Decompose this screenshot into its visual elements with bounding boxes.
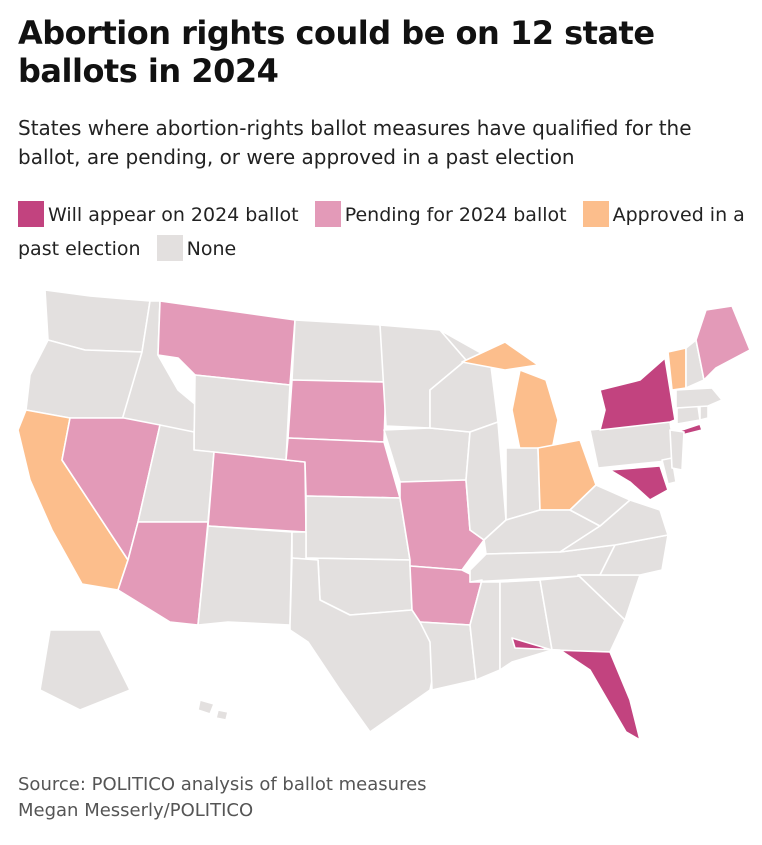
legend-item-approved: Approved in a past election	[18, 201, 745, 260]
state-west-virginia	[569, 484, 631, 527]
state-wyoming	[193, 374, 291, 461]
state-iowa	[383, 427, 471, 483]
state-new-mexico	[197, 525, 293, 626]
state-massachusetts	[675, 387, 723, 409]
legend: Will appear on 2024 ballot Pending for 2…	[18, 198, 748, 266]
state-oregon	[25, 339, 143, 419]
state-indiana	[505, 447, 541, 521]
state-new-jersey	[669, 429, 685, 471]
map-states	[17, 289, 751, 741]
legend-item-none: None	[156, 235, 237, 261]
state-north-dakota	[291, 319, 387, 383]
state-connecticut	[676, 405, 701, 425]
state-montana	[157, 300, 296, 386]
state-texas	[289, 557, 441, 733]
state-maine	[695, 305, 751, 381]
chart-title: Abortion rights could be on 12 state bal…	[18, 14, 655, 90]
state-rhode-island	[699, 405, 709, 421]
legend-item-pending: Pending for 2024 ballot	[314, 201, 567, 227]
state-south-dakota	[287, 379, 387, 443]
legend-label-will-appear: Will appear on 2024 ballot	[48, 204, 299, 226]
state-louisiana	[419, 621, 477, 691]
source-note: Source: POLITICO analysis of ballot meas…	[18, 772, 427, 824]
legend-item-will-appear: Will appear on 2024 ballot	[18, 201, 299, 227]
legend-swatch-none	[156, 235, 183, 261]
legend-label-none: None	[186, 238, 237, 260]
credit-text: Megan Messerly/POLITICO	[18, 800, 254, 821]
legend-swatch-pending	[314, 201, 341, 227]
us-map-svg	[17, 289, 751, 741]
legend-label-pending: Pending for 2024 ballot	[344, 204, 567, 226]
state-maryland	[609, 465, 669, 501]
state-hawaii	[197, 699, 229, 721]
legend-label-approved: Approved in a past election	[18, 204, 745, 260]
state-alaska	[39, 629, 131, 711]
source-text: Source: POLITICO analysis of ballot meas…	[18, 774, 427, 795]
legend-swatch-will-appear	[18, 201, 44, 227]
state-kansas	[305, 495, 411, 561]
us-map	[0, 270, 762, 750]
state-florida	[511, 637, 641, 741]
state-colorado	[207, 451, 307, 533]
chart-subtitle: States where abortion-rights ballot meas…	[18, 116, 692, 169]
legend-swatch-approved	[582, 201, 609, 227]
state-illinois	[465, 421, 507, 541]
state-vermont	[667, 347, 687, 391]
